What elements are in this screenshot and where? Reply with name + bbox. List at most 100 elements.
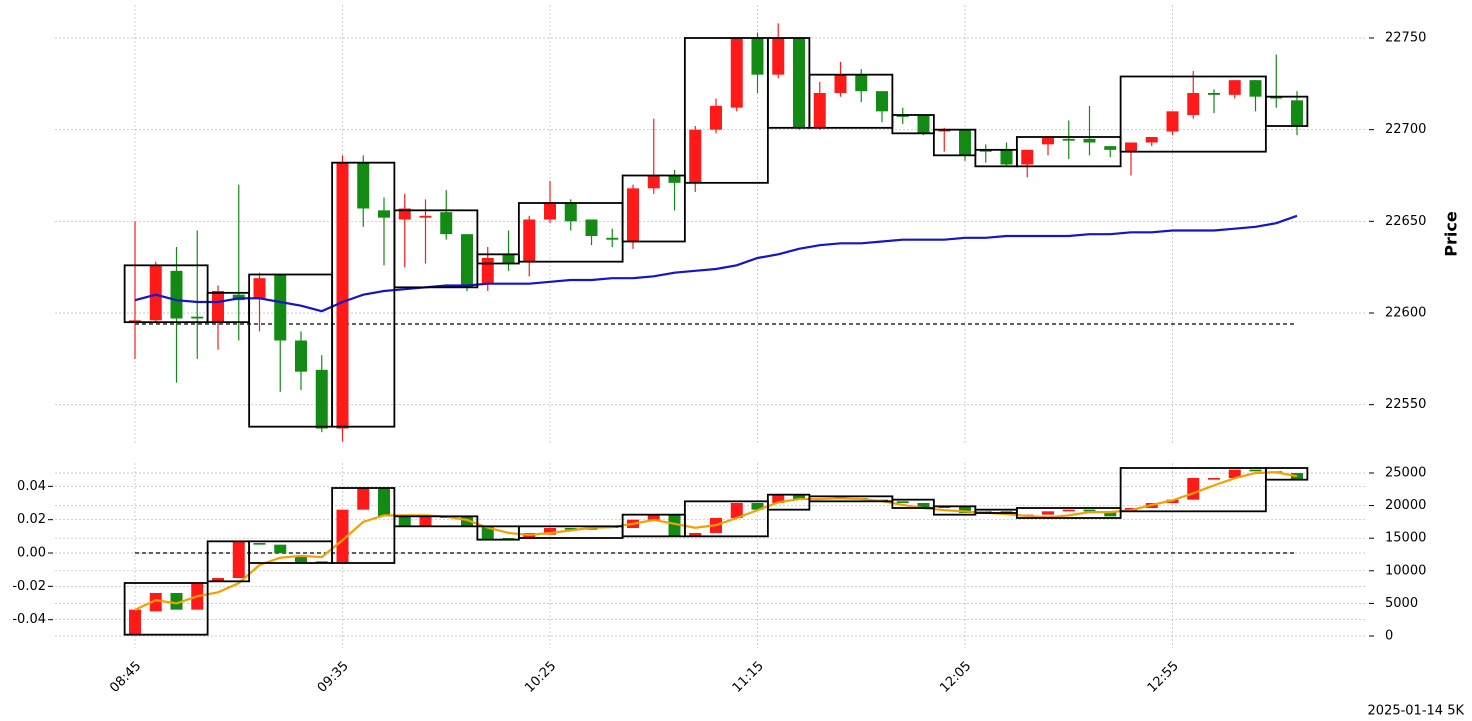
candle-body: [1062, 509, 1075, 512]
y-tick-label: -0.04: [12, 612, 46, 627]
range-box: [808, 73, 894, 129]
x-tick-label: 08:45: [107, 659, 144, 696]
candle-body: [336, 509, 349, 563]
candle-body: [419, 516, 432, 527]
y-tick-label: 0.02: [17, 512, 46, 527]
y-tick-label: 0.00: [17, 546, 46, 561]
candle-body: [1125, 142, 1137, 152]
candle-body: [564, 203, 577, 222]
candle-body: [149, 593, 162, 612]
candle-body: [336, 162, 349, 429]
range-box: [932, 128, 977, 157]
candle-body: [378, 488, 390, 517]
candle-body: [1208, 478, 1220, 480]
candle-body: [419, 215, 432, 218]
candle-body: [191, 316, 204, 319]
y2-tick-label: 25000: [1385, 465, 1426, 480]
y-tick-label: 22550: [1385, 397, 1426, 412]
candle-body: [1270, 96, 1283, 99]
candle-body: [461, 516, 473, 527]
candle-body: [959, 506, 971, 513]
candle-body: [1104, 511, 1117, 517]
y-tick-label: 22750: [1385, 31, 1426, 46]
candle-body: [523, 219, 536, 262]
candle-body: [979, 149, 992, 152]
candle-body: [813, 93, 826, 128]
candle-body: [253, 278, 266, 299]
candle-body: [398, 208, 411, 220]
candle-body: [896, 115, 909, 117]
candle-body: [1291, 100, 1303, 126]
candle-body: [1042, 511, 1054, 515]
range-box: [123, 264, 209, 324]
candle-body: [1000, 149, 1013, 165]
candle-body: [793, 494, 805, 500]
candle-body: [606, 237, 619, 240]
range-box: [1015, 507, 1122, 519]
candle-body: [129, 320, 141, 323]
candle-body: [1083, 138, 1096, 143]
candle-body: [772, 38, 785, 75]
candle-body: [295, 556, 307, 563]
candle-body: [1166, 111, 1179, 132]
candle-body: [544, 528, 556, 535]
candle-body: [647, 514, 660, 520]
x-tick-label: 12:05: [937, 659, 974, 696]
candle-body: [647, 175, 660, 189]
range-box: [621, 174, 686, 243]
y2-tick-label: 0: [1385, 629, 1393, 644]
y2-tick-label: 15000: [1385, 531, 1426, 546]
candle-body: [1291, 473, 1303, 480]
candle-body: [834, 74, 847, 93]
candle-body: [1208, 93, 1220, 95]
candle-body: [295, 340, 307, 372]
range-box: [974, 508, 1018, 514]
candle-body: [710, 105, 722, 130]
candle-body: [1021, 149, 1034, 165]
candle-body: [689, 533, 702, 537]
candle-body: [585, 219, 598, 236]
candle-body: [1083, 509, 1096, 512]
candle-body: [751, 38, 764, 75]
y-tick-label: -0.02: [12, 579, 46, 594]
x-tick-label: 10:25: [522, 659, 559, 696]
candle-body: [730, 38, 743, 108]
candle-body: [315, 369, 328, 429]
candle-body: [1249, 469, 1262, 472]
candle-body: [212, 578, 224, 582]
candle-body: [378, 210, 390, 218]
candle-body: [170, 270, 183, 319]
candle-body: [876, 91, 888, 112]
candle-body: [896, 501, 909, 503]
candle-body: [855, 74, 868, 92]
candle-body: [938, 129, 951, 132]
indicator-line: [134, 214, 1298, 313]
candle-body: [917, 115, 930, 134]
range-box: [1264, 467, 1309, 481]
candle-body: [170, 593, 183, 610]
y2-tick-label: 20000: [1385, 498, 1426, 513]
candle-body: [959, 129, 971, 156]
candle-body: [730, 503, 743, 518]
candle-body: [357, 162, 370, 209]
candle-body: [668, 175, 681, 183]
candle-body: [751, 503, 764, 510]
candle-body: [1145, 137, 1158, 143]
range-box: [331, 161, 396, 428]
candle-body: [1042, 137, 1054, 145]
candle-body: [1187, 93, 1200, 115]
range-box: [891, 114, 935, 135]
x-tick-label: 12:55: [1145, 659, 1182, 696]
candle-body: [793, 38, 805, 128]
candle-body: [461, 234, 473, 288]
x-tick-label: 09:35: [315, 659, 352, 696]
y-tick-label: 22650: [1385, 214, 1426, 229]
candle-body: [481, 526, 494, 540]
candle-body: [1228, 80, 1241, 95]
candle-body: [481, 258, 494, 284]
range-box: [393, 209, 479, 289]
y-tick-label: 22700: [1385, 122, 1426, 137]
candle-body: [274, 274, 287, 341]
